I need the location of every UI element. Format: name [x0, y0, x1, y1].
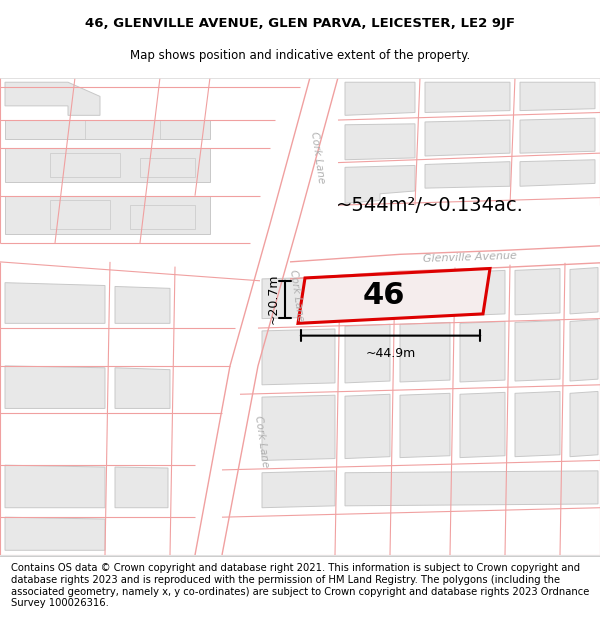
Text: Cork Lane: Cork Lane: [289, 268, 305, 321]
Text: Glenville Avenue: Glenville Avenue: [423, 251, 517, 264]
Polygon shape: [515, 269, 560, 315]
Polygon shape: [425, 162, 510, 188]
Polygon shape: [460, 321, 505, 382]
Polygon shape: [400, 272, 450, 317]
Polygon shape: [262, 471, 335, 508]
Polygon shape: [5, 465, 105, 508]
Polygon shape: [262, 329, 335, 385]
Polygon shape: [515, 391, 560, 457]
Polygon shape: [570, 391, 598, 457]
Text: Map shows position and indicative extent of the property.: Map shows position and indicative extent…: [130, 49, 470, 62]
Polygon shape: [5, 366, 105, 409]
Polygon shape: [5, 517, 105, 550]
Text: ~44.9m: ~44.9m: [365, 347, 416, 360]
Polygon shape: [345, 394, 390, 459]
Polygon shape: [425, 120, 510, 156]
Polygon shape: [570, 319, 598, 381]
Polygon shape: [345, 471, 598, 506]
Polygon shape: [130, 205, 195, 229]
Text: 46: 46: [363, 281, 405, 311]
Polygon shape: [5, 120, 210, 139]
Polygon shape: [50, 153, 120, 177]
Polygon shape: [400, 322, 450, 382]
Polygon shape: [140, 158, 195, 177]
Polygon shape: [520, 160, 595, 186]
Polygon shape: [5, 196, 210, 234]
Polygon shape: [115, 368, 170, 409]
Polygon shape: [345, 324, 390, 383]
Text: Cork Lane: Cork Lane: [310, 131, 326, 184]
Polygon shape: [425, 82, 510, 112]
Text: Contains OS data © Crown copyright and database right 2021. This information is : Contains OS data © Crown copyright and d…: [11, 563, 589, 608]
Polygon shape: [345, 166, 415, 203]
Polygon shape: [115, 286, 170, 323]
Text: ~20.7m: ~20.7m: [267, 274, 280, 324]
Polygon shape: [570, 268, 598, 314]
Polygon shape: [520, 82, 595, 111]
Polygon shape: [400, 393, 450, 458]
Polygon shape: [115, 467, 168, 508]
Text: ~544m²/~0.134ac.: ~544m²/~0.134ac.: [336, 196, 524, 214]
Polygon shape: [5, 82, 100, 116]
Polygon shape: [460, 392, 505, 458]
Polygon shape: [50, 201, 110, 229]
Polygon shape: [85, 120, 160, 139]
Polygon shape: [298, 269, 490, 323]
Polygon shape: [345, 274, 390, 319]
Text: 46, GLENVILLE AVENUE, GLEN PARVA, LEICESTER, LE2 9JF: 46, GLENVILLE AVENUE, GLEN PARVA, LEICES…: [85, 17, 515, 30]
Polygon shape: [262, 395, 335, 461]
Text: Cork Lane: Cork Lane: [253, 415, 271, 468]
Polygon shape: [460, 271, 505, 316]
Polygon shape: [5, 148, 210, 181]
Polygon shape: [520, 118, 595, 153]
Polygon shape: [515, 321, 560, 381]
Polygon shape: [345, 124, 415, 160]
Polygon shape: [345, 82, 415, 116]
Polygon shape: [262, 277, 335, 319]
Polygon shape: [5, 282, 105, 323]
